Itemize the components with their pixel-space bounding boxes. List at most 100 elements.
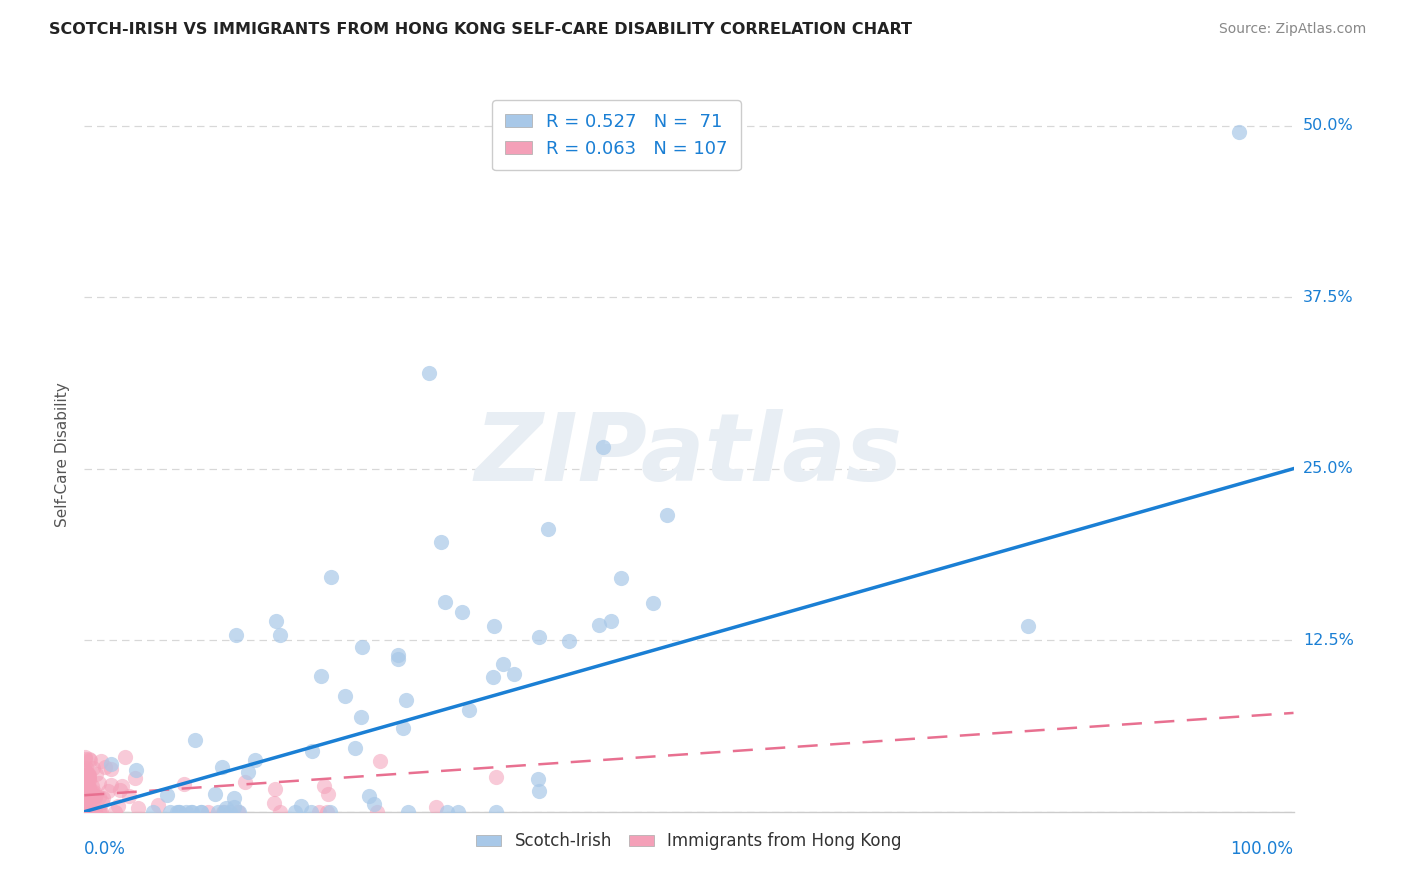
Point xyxy=(350,640,373,654)
Point xyxy=(94,760,117,774)
Point xyxy=(73,805,96,819)
Point xyxy=(557,634,579,648)
Point xyxy=(73,769,96,783)
Text: 0.0%: 0.0% xyxy=(84,840,127,858)
Point xyxy=(90,805,112,819)
Point xyxy=(124,771,146,785)
Point xyxy=(127,801,149,815)
Point xyxy=(425,799,447,814)
Point xyxy=(269,805,291,819)
Point xyxy=(485,805,508,819)
Point xyxy=(76,805,98,819)
Point xyxy=(314,779,336,793)
Point xyxy=(76,789,98,803)
Point xyxy=(75,791,97,805)
Text: 25.0%: 25.0% xyxy=(1303,461,1354,476)
Point xyxy=(207,805,229,819)
Point xyxy=(83,789,105,804)
Point xyxy=(263,796,285,810)
Point xyxy=(311,668,333,682)
Point xyxy=(76,771,98,785)
Point xyxy=(83,805,105,819)
Point xyxy=(1017,619,1039,633)
Point xyxy=(212,805,235,819)
Point xyxy=(527,784,550,798)
Point xyxy=(77,773,100,788)
Point xyxy=(344,740,367,755)
Point xyxy=(643,596,665,610)
Point xyxy=(77,789,100,803)
Point xyxy=(80,805,103,819)
Point xyxy=(173,777,195,791)
Point xyxy=(264,615,287,629)
Point xyxy=(100,778,122,792)
Text: 50.0%: 50.0% xyxy=(1303,118,1354,133)
Point xyxy=(264,782,287,797)
Point xyxy=(82,780,104,794)
Point xyxy=(76,780,98,795)
Point xyxy=(588,618,610,632)
Point xyxy=(225,628,247,642)
Point xyxy=(363,797,385,811)
Point xyxy=(118,789,141,803)
Point xyxy=(73,783,96,797)
Point xyxy=(222,800,245,814)
Point xyxy=(243,753,266,767)
Point xyxy=(73,764,96,778)
Point xyxy=(90,754,112,768)
Point xyxy=(228,805,250,819)
Point xyxy=(73,787,96,801)
Y-axis label: Self-Care Disability: Self-Care Disability xyxy=(55,383,70,527)
Point xyxy=(655,508,678,523)
Point xyxy=(370,754,392,768)
Point xyxy=(75,805,97,819)
Point xyxy=(215,800,238,814)
Point xyxy=(609,571,631,585)
Point xyxy=(436,805,458,819)
Point xyxy=(100,762,122,776)
Point xyxy=(73,788,96,802)
Text: 100.0%: 100.0% xyxy=(1230,840,1294,858)
Point xyxy=(155,789,177,803)
Point xyxy=(537,522,560,536)
Point xyxy=(80,798,103,813)
Point xyxy=(394,693,416,707)
Point xyxy=(77,767,100,781)
Point xyxy=(269,628,291,642)
Point xyxy=(484,619,506,633)
Point xyxy=(359,789,381,804)
Point xyxy=(107,799,129,814)
Point xyxy=(299,805,322,819)
Point xyxy=(527,772,550,786)
Point xyxy=(97,784,120,798)
Point xyxy=(184,732,207,747)
Point xyxy=(73,800,96,814)
Point xyxy=(527,631,550,645)
Point xyxy=(308,805,330,819)
Point xyxy=(82,790,104,805)
Point xyxy=(226,805,249,819)
Point xyxy=(79,753,101,767)
Point xyxy=(77,794,100,808)
Point xyxy=(333,689,356,703)
Point xyxy=(104,805,127,819)
Point xyxy=(77,780,100,794)
Point xyxy=(77,768,100,782)
Point xyxy=(73,789,96,803)
Point xyxy=(180,805,202,819)
Text: 37.5%: 37.5% xyxy=(1303,290,1354,304)
Point xyxy=(77,805,100,819)
Point xyxy=(180,805,202,819)
Point xyxy=(450,605,472,619)
Point xyxy=(73,805,96,819)
Point xyxy=(76,805,98,819)
Point xyxy=(73,795,96,809)
Point xyxy=(75,786,97,800)
Point xyxy=(387,648,409,662)
Point xyxy=(73,752,96,766)
Point xyxy=(77,779,100,793)
Point xyxy=(83,789,105,803)
Point xyxy=(75,774,97,789)
Point xyxy=(290,798,312,813)
Point xyxy=(77,769,100,783)
